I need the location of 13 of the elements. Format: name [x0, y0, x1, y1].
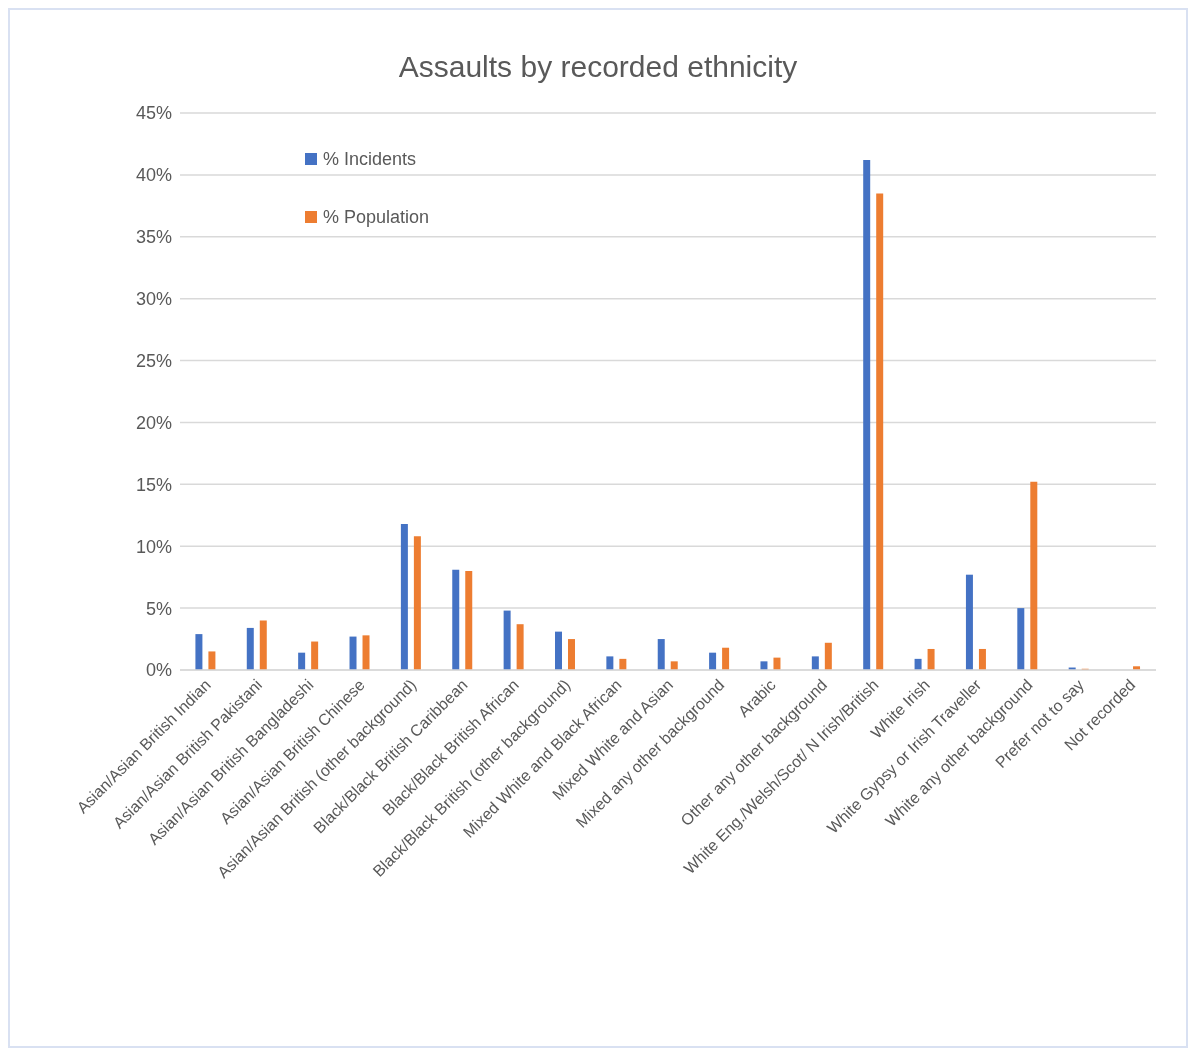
y-tick-label: 5%: [145, 598, 172, 619]
chart-title: Assaults by recorded ethnicity: [397, 49, 799, 85]
legend-label: % Incidents: [323, 148, 417, 170]
y-tick-label: 20%: [135, 412, 172, 433]
y-tick-label: 10%: [135, 536, 172, 557]
y-tick-label: 15%: [135, 474, 172, 495]
y-tick-label: 30%: [135, 289, 172, 310]
legend-label: % Population: [323, 206, 430, 228]
y-tick-label: 25%: [135, 350, 172, 371]
y-tick-label: 40%: [135, 165, 172, 186]
y-tick-label: 35%: [135, 227, 172, 248]
y-tick-label: 0%: [145, 660, 172, 681]
y-tick-label: 45%: [135, 103, 172, 124]
